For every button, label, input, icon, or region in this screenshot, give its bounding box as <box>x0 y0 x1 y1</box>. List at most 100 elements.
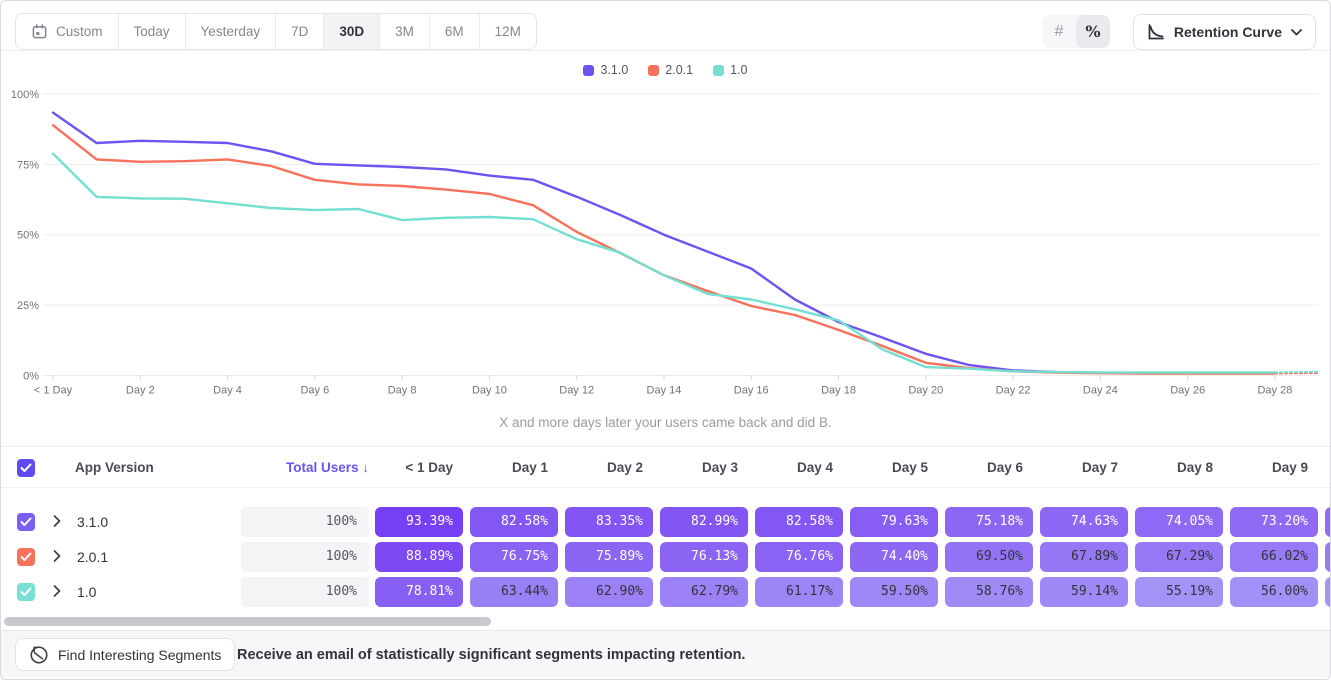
column-day-3[interactable]: Day 3 <box>701 460 738 475</box>
retention-cell[interactable]: 74.63% <box>1040 507 1128 537</box>
column-day-6[interactable]: Day 6 <box>986 460 1023 475</box>
legend-item[interactable]: 1.0 <box>713 63 748 77</box>
y-axis-label: 100% <box>11 89 39 101</box>
row-checkbox-2.0.1[interactable] <box>17 548 35 566</box>
series-line-dashed-2.0.1 <box>1273 372 1320 375</box>
row-label: 2.0.1 <box>77 549 109 565</box>
retention-cell[interactable]: 67.29% <box>1135 542 1223 572</box>
retention-cell[interactable]: 63.44% <box>470 577 558 607</box>
retention-cell[interactable]: 67.89% <box>1040 542 1128 572</box>
retention-cell[interactable]: 82.99% <box>660 507 748 537</box>
retention-cell[interactable]: 76.76% <box>755 542 843 572</box>
chart-type-dropdown[interactable]: Retention Curve <box>1132 14 1316 50</box>
date-range-7d[interactable]: 7D <box>275 14 323 49</box>
total-users-cell: 100% <box>241 507 369 537</box>
select-all-checkbox[interactable] <box>17 459 35 477</box>
retention-cell[interactable]: 55.19% <box>1135 577 1223 607</box>
retention-cell[interactable]: 74.40% <box>850 542 938 572</box>
column-day-5[interactable]: Day 5 <box>891 460 928 475</box>
retention-cell[interactable]: 73.20% <box>1230 507 1318 537</box>
retention-cell[interactable]: 76.13% <box>660 542 748 572</box>
absolute-values-toggle[interactable]: # <box>1054 22 1064 40</box>
retention-cell[interactable]: 75.89% <box>565 542 653 572</box>
retention-cell[interactable]: 82.58% <box>470 507 558 537</box>
date-range-30d[interactable]: 30D <box>323 14 380 49</box>
table-row-1.0: 1.0 100% 78.81% 63.44% 62.90% 62.79% 61.17% 59.… <box>1 577 1330 607</box>
date-range-today[interactable]: Today <box>117 14 185 49</box>
retention-cell[interactable]: 93.39% <box>375 507 463 537</box>
retention-cell[interactable]: 62.90% <box>565 577 653 607</box>
date-range-label: 7D <box>291 24 309 39</box>
date-range-label: 30D <box>339 24 365 39</box>
date-range-yesterday[interactable]: Yesterday <box>184 14 276 49</box>
retention-cell-clipped[interactable] <box>1325 507 1330 537</box>
legend-swatch <box>713 64 725 76</box>
y-axis-label: 50% <box>17 230 39 242</box>
column-total-users[interactable]: Total Users ↓ <box>285 460 369 475</box>
legend-swatch <box>648 64 660 76</box>
column-day-4[interactable]: Day 4 <box>796 460 833 475</box>
retention-cell[interactable]: 59.14% <box>1040 577 1128 607</box>
retention-cell[interactable]: 82.58% <box>755 507 843 537</box>
chart-type-label: Retention Curve <box>1173 24 1282 40</box>
table-row-3.1.0: 3.1.0 100% 93.39% 82.58% 83.35% 82.99% 82.58% 7… <box>1 507 1330 537</box>
retention-cell[interactable]: 58.76% <box>945 577 1033 607</box>
total-users-cell: 100% <box>241 577 369 607</box>
retention-cell-clipped[interactable] <box>1325 542 1330 572</box>
x-axis-label: Day 28 <box>1257 385 1292 397</box>
retention-cell[interactable]: 83.35% <box>565 507 653 537</box>
y-axis-label: 75% <box>17 159 39 171</box>
date-range-12m[interactable]: 12M <box>478 14 536 49</box>
date-range-3m[interactable]: 3M <box>379 14 429 49</box>
date-range-label: 12M <box>494 24 521 39</box>
row-checkbox-3.1.0[interactable] <box>17 513 35 531</box>
segments-icon <box>29 645 49 665</box>
row-checkbox-1.0[interactable] <box>17 583 35 601</box>
date-range-6m[interactable]: 6M <box>428 14 479 49</box>
retention-cell[interactable]: 88.89% <box>375 542 463 572</box>
percent-values-toggle[interactable]: % <box>1076 15 1110 48</box>
x-axis-label: Day 2 <box>126 385 155 397</box>
column-day-2[interactable]: Day 2 <box>606 460 643 475</box>
find-interesting-segments-button[interactable]: Find Interesting Segments <box>15 638 236 671</box>
retention-cell[interactable]: 79.63% <box>850 507 938 537</box>
series-line-2.0.1 <box>51 124 1277 375</box>
chevron-down-icon <box>1291 28 1302 36</box>
column-day-8[interactable]: Day 8 <box>1176 460 1213 475</box>
column-day-7[interactable]: Day 7 <box>1081 460 1118 475</box>
retention-cell[interactable]: 56.00% <box>1230 577 1318 607</box>
date-range-label: Yesterday <box>200 24 261 39</box>
row-expand-chevron-icon[interactable] <box>53 514 61 528</box>
column-1-day[interactable]: < 1 Day <box>405 460 453 475</box>
retention-cell[interactable]: 74.05% <box>1135 507 1223 537</box>
row-expand-chevron-icon[interactable] <box>53 549 61 563</box>
retention-cell-clipped[interactable] <box>1325 577 1330 607</box>
date-range-custom[interactable]: Custom <box>16 14 118 49</box>
x-axis-label: Day 16 <box>734 385 769 397</box>
column-day-9[interactable]: Day 9 <box>1271 460 1308 475</box>
value-format-toggle: #% <box>1042 15 1110 48</box>
retention-cell[interactable]: 61.17% <box>755 577 843 607</box>
horizontal-scrollbar-thumb[interactable] <box>4 617 491 626</box>
retention-cell[interactable]: 66.02% <box>1230 542 1318 572</box>
retention-cell[interactable]: 59.50% <box>850 577 938 607</box>
date-range-group: Custom Today Yesterday 7D 30D 3M 6M 12M <box>15 13 537 50</box>
calendar-icon <box>31 23 48 40</box>
retention-cell[interactable]: 62.79% <box>660 577 748 607</box>
retention-cell[interactable]: 75.18% <box>945 507 1033 537</box>
retention-cell[interactable]: 78.81% <box>375 577 463 607</box>
column-day-1[interactable]: Day 1 <box>511 460 548 475</box>
row-label: 3.1.0 <box>77 514 109 530</box>
row-expand-chevron-icon[interactable] <box>53 584 61 598</box>
retention-cell[interactable]: 76.75% <box>470 542 558 572</box>
legend-item[interactable]: 2.0.1 <box>648 63 693 77</box>
x-axis-label: Day 18 <box>821 385 856 397</box>
retention-cell[interactable]: 69.50% <box>945 542 1033 572</box>
legend-label: 2.0.1 <box>665 63 694 77</box>
table-header: App Version Total Users ↓ < 1 Day Day 1 Da… <box>1 446 1330 488</box>
x-axis-label: Day 4 <box>213 385 242 397</box>
toolbar: Custom Today Yesterday 7D 30D 3M 6M 12M #% Rete… <box>1 1 1330 51</box>
legend-item[interactable]: 3.1.0 <box>583 63 628 77</box>
date-range-label: 6M <box>444 24 464 39</box>
